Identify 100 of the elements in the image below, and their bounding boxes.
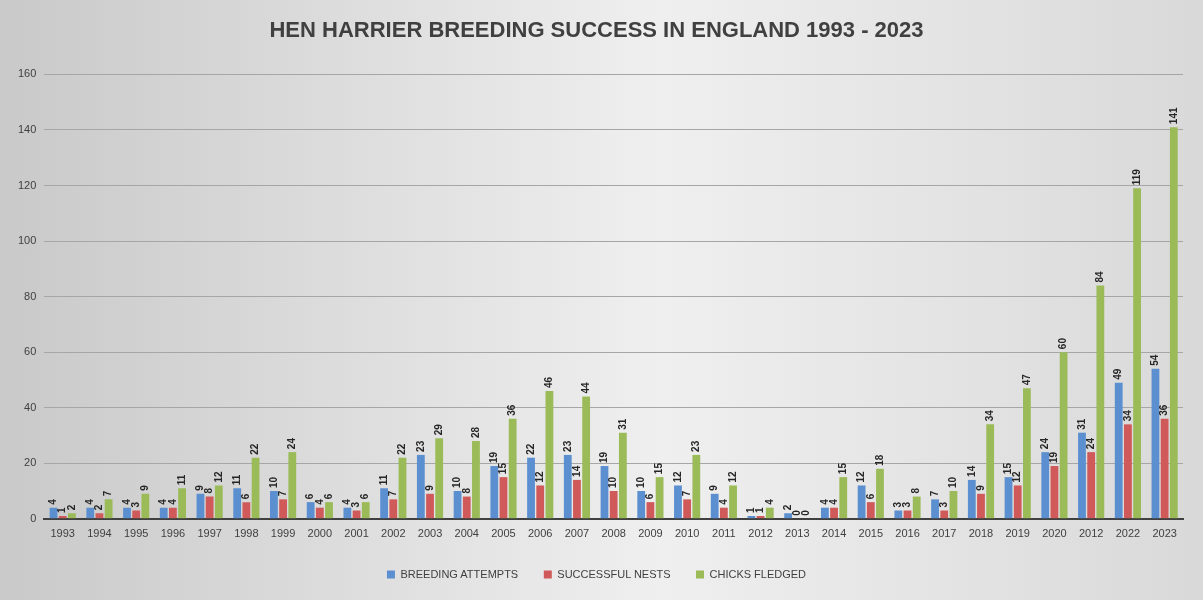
data-label: 36 (1158, 404, 1170, 416)
data-label: 15 (653, 462, 665, 475)
data-label: 9 (194, 484, 206, 491)
data-label: 15 (497, 462, 509, 475)
bar (490, 466, 499, 519)
data-label: 3 (129, 501, 141, 508)
y-tick-label: 160 (17, 67, 37, 80)
x-tick-label: 2020 (1042, 527, 1067, 540)
bar (214, 485, 223, 519)
bar (233, 488, 242, 519)
bar (1087, 452, 1096, 519)
bar (123, 507, 131, 519)
x-tick-label: 1996 (160, 527, 186, 540)
data-label: 10 (451, 476, 463, 489)
bar (573, 479, 581, 519)
data-label: 4 (166, 498, 178, 505)
x-tick-label: 2016 (895, 527, 920, 540)
y-tick-label: 40 (24, 400, 37, 413)
data-label: 22 (524, 443, 536, 455)
legend-label: SUCCESSFUL NESTS (557, 567, 671, 580)
x-tick-label: 2012 (1078, 527, 1104, 540)
data-label: 22 (249, 443, 261, 455)
data-label: 84 (1094, 270, 1106, 283)
data-label: 8 (910, 487, 922, 494)
data-label: 3 (350, 501, 362, 508)
data-label: 7 (928, 490, 940, 497)
data-label: 24 (1039, 437, 1051, 450)
x-tick-label: 2023 (1152, 527, 1177, 540)
data-label: 24 (286, 437, 298, 450)
data-label: 4 (157, 498, 169, 505)
x-tick-label: 2006 (527, 527, 553, 540)
bar (306, 502, 315, 519)
x-tick-label: 2013 (785, 527, 810, 540)
x-tick-label: 2000 (307, 527, 333, 540)
data-label: 3 (901, 501, 913, 508)
bar (242, 502, 251, 519)
bar (618, 432, 627, 519)
bar (765, 507, 774, 519)
bar (1114, 382, 1123, 519)
data-label: 18 (873, 454, 885, 466)
bar (141, 493, 150, 519)
data-label: 9 (139, 484, 151, 491)
data-label: 7 (680, 490, 692, 497)
data-label: 12 (726, 470, 738, 483)
bar (178, 488, 186, 519)
data-label: 4 (313, 498, 325, 505)
bar (536, 485, 545, 519)
data-label: 24 (1084, 437, 1096, 450)
bar (1078, 432, 1086, 519)
y-tick-label: 140 (17, 122, 37, 135)
data-label: 19 (598, 451, 610, 464)
chart-title: HEN HARRIER BREEDING SUCCESS IN ENGLAND 1993 - 2023 (269, 17, 924, 43)
bar (527, 457, 535, 519)
bar (435, 438, 444, 519)
bar (692, 454, 701, 519)
data-label: 12 (1011, 470, 1023, 483)
data-label: 54 (1149, 354, 1161, 366)
data-label: 4 (717, 498, 729, 505)
x-tick-label: 1994 (87, 527, 112, 540)
data-label: 2 (65, 504, 77, 511)
data-label: 19 (1048, 451, 1060, 464)
data-label: 1 (745, 507, 757, 514)
data-label: 141 (1167, 107, 1179, 125)
x-tick-label: 2012 (748, 527, 773, 540)
data-label: 47 (1020, 373, 1032, 386)
bar (545, 391, 554, 519)
bar (86, 507, 95, 519)
x-tick-label: 2014 (821, 527, 847, 540)
data-label: 29 (432, 423, 444, 436)
data-label: 15 (836, 462, 848, 475)
x-tick-label: 1995 (123, 527, 149, 540)
x-tick-label: 2017 (932, 527, 957, 540)
x-tick-label: 2019 (1005, 527, 1030, 540)
x-tick-label: 2002 (381, 527, 406, 540)
bar (710, 493, 719, 519)
x-tick-label: 2009 (638, 527, 663, 540)
bar (866, 502, 875, 519)
x-tick-label: 1998 (234, 527, 259, 540)
bar (132, 510, 141, 519)
bar (1096, 285, 1105, 519)
data-label: 1 (56, 507, 68, 514)
data-label: 8 (203, 487, 215, 494)
data-label: 22 (396, 443, 408, 455)
x-tick-label: 1999 (270, 527, 296, 540)
bar (830, 507, 838, 519)
bar (729, 485, 737, 519)
data-label: 6 (304, 493, 316, 500)
data-label: 4 (84, 498, 96, 505)
x-tick-label: 2004 (454, 527, 479, 540)
y-tick-label: 0 (30, 511, 37, 524)
bar (912, 496, 921, 519)
data-label: 9 (423, 484, 435, 491)
data-label: 7 (387, 490, 399, 497)
x-tick-label: 2022 (1115, 527, 1141, 540)
bar (1133, 188, 1141, 519)
data-label: 11 (230, 474, 242, 486)
data-label: 23 (561, 440, 573, 452)
bar (104, 499, 113, 519)
y-tick-label: 60 (24, 345, 37, 358)
data-label: 34 (983, 409, 995, 422)
